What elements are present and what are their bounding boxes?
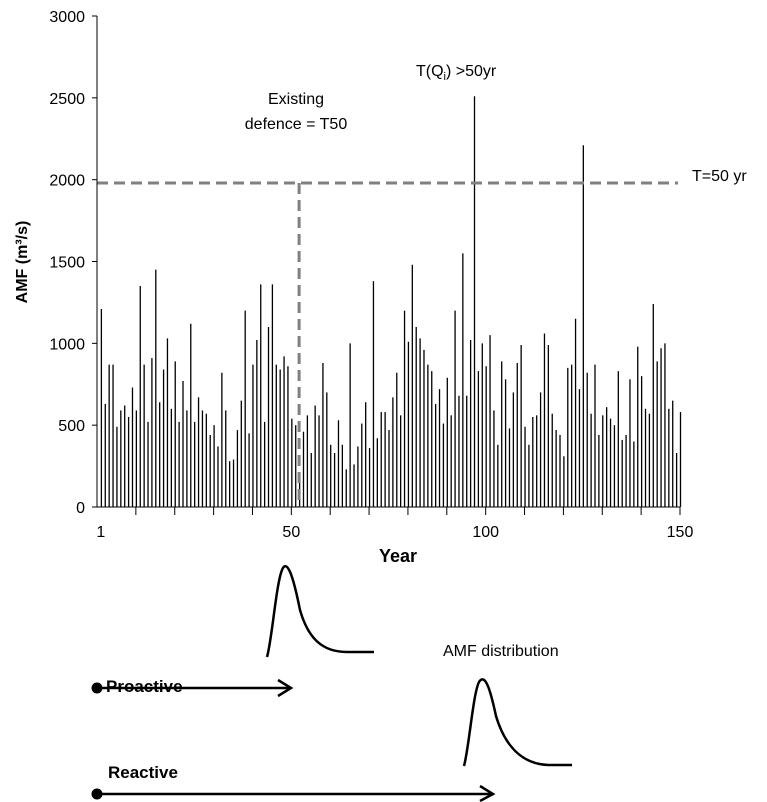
y-tick-label: 3000	[49, 9, 85, 26]
exceedance-label: T(Qi) >50yr	[416, 63, 497, 83]
proactive-arrow-head	[277, 678, 294, 698]
proactive-distribution-curve	[265, 564, 374, 658]
schematic: Proactive AMF distribution Reactive	[91, 564, 572, 802]
x-tick-label: 100	[472, 524, 499, 541]
y-axis-title: AMF (m³/s)	[14, 221, 31, 304]
y-tick-label: 2500	[49, 91, 85, 108]
reactive-distribution-curve	[462, 678, 572, 767]
y-tick-label: 1500	[49, 255, 85, 272]
existing-defence-label-line2: defence = T50	[245, 116, 348, 133]
amf-distribution-label: AMF distribution	[443, 643, 559, 660]
y-ticks: 0 500 1000 1500 2000 2500 3000	[49, 9, 97, 517]
bar-series	[100, 96, 682, 507]
x-tick-label: 50	[282, 524, 300, 541]
y-tick-label: 1000	[49, 336, 85, 353]
y-tick-label: 0	[76, 500, 85, 517]
x-tick-label: 1	[96, 524, 105, 541]
reactive-label: Reactive	[108, 763, 178, 782]
proactive-label: Proactive	[106, 677, 183, 696]
y-tick-label: 2000	[49, 173, 85, 190]
existing-defence-label-line1: Existing	[268, 91, 324, 108]
x-axis-title: Year	[379, 546, 417, 566]
reactive-arrow-head	[479, 784, 496, 802]
x-tick-label: 150	[667, 524, 694, 541]
y-tick-label: 500	[58, 418, 85, 435]
x-ticks: 1 50 100 150	[96, 507, 693, 541]
threshold-label: T=50 yr	[692, 168, 747, 185]
